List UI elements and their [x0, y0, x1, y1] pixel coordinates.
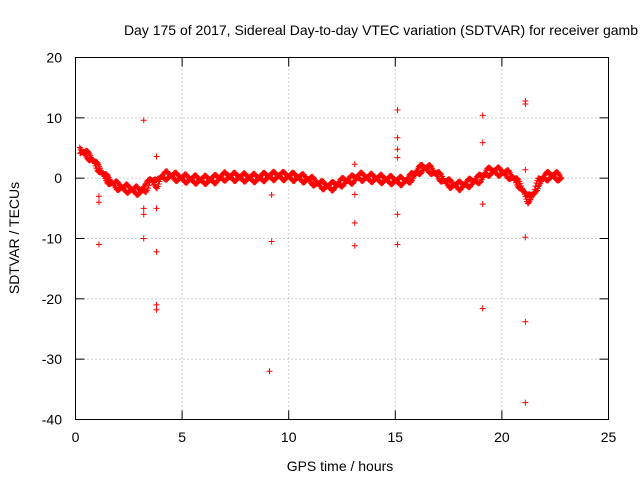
y-tick-label: -30 [42, 351, 62, 367]
x-tick-label: 5 [178, 429, 186, 445]
data-point [155, 180, 162, 187]
x-tick-label: 15 [388, 429, 404, 445]
data-point [437, 170, 444, 177]
y-tick-label: 10 [46, 110, 62, 126]
data-point [153, 205, 160, 212]
data-point [95, 193, 102, 200]
y-tick-label: -10 [42, 231, 62, 247]
data-point [522, 234, 529, 241]
data-point [351, 191, 358, 198]
data-point [479, 201, 486, 208]
data-point [153, 248, 160, 255]
data-point [268, 238, 275, 245]
x-tick-label: 0 [72, 429, 80, 445]
x-tick-label: 20 [494, 429, 510, 445]
data-point [522, 399, 529, 406]
data-point [351, 219, 358, 226]
x-tick-labels: 0 5 10 15 20 25 [72, 429, 617, 445]
data-point [140, 117, 147, 124]
data-points [76, 97, 565, 406]
y-tick-label: 0 [54, 170, 62, 186]
data-point [479, 139, 486, 146]
y-axis-label: SDTVAR / TECUs [6, 182, 22, 294]
data-point [506, 168, 513, 175]
data-point [95, 199, 102, 206]
data-point [522, 318, 529, 325]
data-point [522, 166, 529, 173]
data-point [394, 211, 401, 218]
data-point [408, 178, 415, 185]
data-point [525, 199, 532, 206]
data-point [140, 205, 147, 212]
y-tick-labels: -40 -30 -20 -10 0 10 20 [42, 50, 62, 428]
axis-ticks [75, 57, 609, 420]
data-point [394, 241, 401, 248]
x-tick-label: 10 [281, 429, 297, 445]
data-point [535, 183, 542, 190]
data-point [140, 235, 147, 242]
y-tick-label: 20 [46, 50, 62, 66]
data-point [95, 241, 102, 248]
data-point [268, 192, 275, 199]
chart-title: Day 175 of 2017, Sidereal Day-to-day VTE… [124, 22, 638, 38]
data-point [140, 211, 147, 218]
data-point [522, 100, 529, 107]
data-point [394, 154, 401, 161]
data-point [394, 146, 401, 153]
data-point [153, 306, 160, 313]
data-point [479, 305, 486, 312]
y-tick-label: -40 [42, 412, 62, 428]
data-point [94, 159, 101, 166]
x-axis-label: GPS time / hours [287, 458, 394, 474]
y-tick-label: -20 [42, 291, 62, 307]
data-point [394, 106, 401, 113]
data-point [351, 242, 358, 249]
plot-frame [75, 57, 609, 420]
data-point [153, 153, 160, 160]
data-point [558, 175, 565, 182]
x-tick-label: 25 [601, 429, 617, 445]
data-point [351, 161, 358, 168]
data-point [394, 134, 401, 141]
data-point [477, 179, 484, 186]
data-point [479, 112, 486, 119]
data-point [266, 368, 273, 375]
grid [75, 57, 609, 420]
data-point [144, 185, 151, 192]
data-point [145, 182, 152, 189]
